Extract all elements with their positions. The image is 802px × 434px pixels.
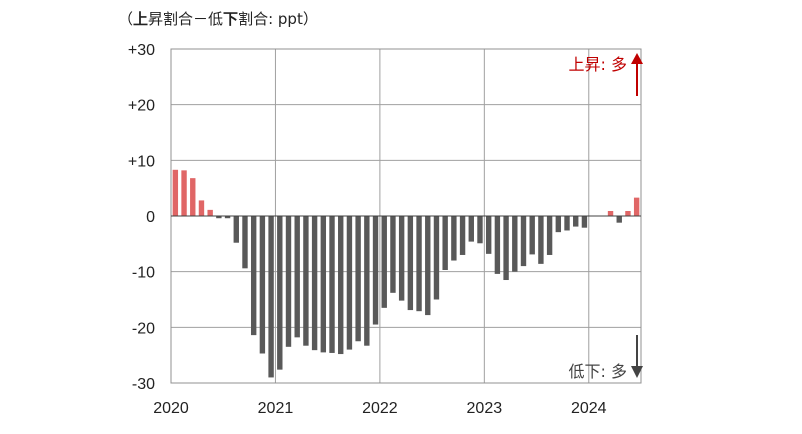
- bar: [633, 197, 640, 216]
- bar: [564, 216, 570, 231]
- legend-down-label: 低下: 多: [569, 362, 627, 381]
- x-tick-label: 2022: [362, 400, 398, 417]
- bar: [581, 216, 588, 228]
- y-tick-label: -20: [132, 320, 155, 337]
- bar: [303, 216, 309, 346]
- legend-up-label: 上昇: 多: [569, 55, 627, 74]
- bar: [285, 216, 292, 347]
- bar: [346, 216, 353, 350]
- bar: [529, 216, 535, 255]
- bar: [181, 170, 187, 216]
- bar: [338, 216, 344, 355]
- bar: [329, 216, 335, 353]
- bar: [320, 216, 327, 353]
- bar: [433, 216, 440, 300]
- bar: [442, 216, 448, 270]
- bar: [398, 216, 405, 301]
- bar: [555, 216, 562, 233]
- up-arrow-icon: [631, 53, 643, 64]
- bar: [372, 216, 379, 325]
- x-tick-label: 2021: [258, 400, 294, 417]
- bar: [416, 216, 422, 312]
- bar: [390, 216, 396, 293]
- bar: [538, 216, 544, 264]
- bar: [503, 216, 509, 281]
- y-tick-label: -30: [132, 376, 155, 393]
- y-tick-label: +20: [128, 98, 155, 115]
- bar: [477, 216, 483, 244]
- bar: [425, 216, 431, 316]
- bar: [268, 216, 274, 378]
- y-tick-label: 0: [146, 209, 155, 226]
- bar: [190, 178, 196, 216]
- x-tick-label: 2020: [153, 400, 189, 417]
- bar: [468, 216, 474, 242]
- bar: [294, 216, 300, 338]
- bar: [616, 216, 622, 223]
- bar: [459, 216, 466, 255]
- bar: [242, 216, 248, 269]
- bar: [172, 169, 179, 216]
- bar: [607, 210, 614, 216]
- bar: [216, 216, 222, 219]
- bar: [451, 216, 457, 261]
- bar: [485, 216, 492, 254]
- bar: [259, 216, 266, 354]
- bar: [364, 216, 370, 346]
- unit-label: （上昇割合－低下割合: ppt）: [118, 10, 318, 28]
- x-tick-label: 2023: [467, 400, 503, 417]
- bar: [224, 216, 231, 219]
- bar: [311, 216, 318, 351]
- bar: [381, 216, 387, 308]
- bar: [355, 216, 361, 342]
- bar: [207, 209, 213, 216]
- bar: [546, 216, 553, 255]
- x-tick-label: 2024: [571, 400, 607, 417]
- bar: [407, 216, 414, 311]
- bar: [233, 216, 239, 243]
- y-tick-label: -10: [132, 265, 155, 282]
- y-tick-label: +10: [128, 153, 155, 170]
- bar: [250, 216, 257, 336]
- y-tick-label: +30: [128, 42, 155, 59]
- bar: [573, 216, 579, 227]
- bar: [277, 216, 283, 370]
- down-arrow-icon: [631, 366, 643, 378]
- bar: [198, 200, 205, 216]
- bar: [494, 216, 501, 274]
- bar: [512, 216, 518, 272]
- bar: [625, 210, 631, 216]
- bar: [520, 216, 527, 267]
